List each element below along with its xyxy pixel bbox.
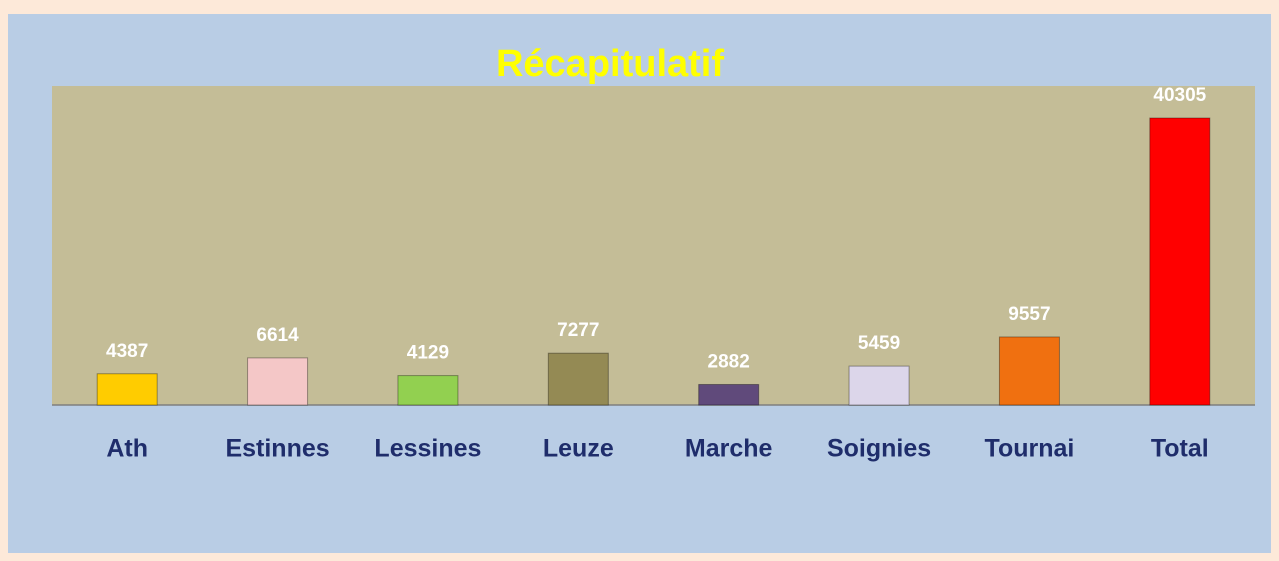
- chart-title: Récapitulatif: [496, 43, 724, 85]
- value-label: 4387: [106, 341, 148, 362]
- x-tick-label: Leuze: [543, 435, 614, 463]
- bar: [247, 357, 309, 406]
- value-label: 6614: [256, 325, 299, 346]
- x-tick-label: Soignies: [827, 435, 931, 463]
- bar: [1149, 117, 1211, 406]
- bar: [698, 383, 760, 406]
- bar: [848, 365, 910, 406]
- x-tick-label: Ath: [106, 435, 148, 463]
- value-label: 2882: [708, 351, 750, 372]
- value-label: 5459: [858, 333, 900, 354]
- bar: [96, 373, 158, 406]
- value-label: 40305: [1153, 85, 1206, 106]
- value-label: 4129: [407, 343, 449, 364]
- x-tick-label: Marche: [685, 435, 773, 463]
- bar: [998, 336, 1060, 406]
- x-tick-label: Estinnes: [225, 435, 329, 463]
- x-tick-label: Total: [1151, 435, 1209, 463]
- bar: [547, 352, 609, 406]
- value-label: 9557: [1008, 304, 1050, 325]
- plot-area: [52, 86, 1255, 405]
- value-label: 7277: [557, 320, 599, 341]
- bar: [397, 375, 459, 406]
- x-tick-label: Tournai: [985, 435, 1075, 463]
- x-tick-label: Lessines: [374, 435, 481, 463]
